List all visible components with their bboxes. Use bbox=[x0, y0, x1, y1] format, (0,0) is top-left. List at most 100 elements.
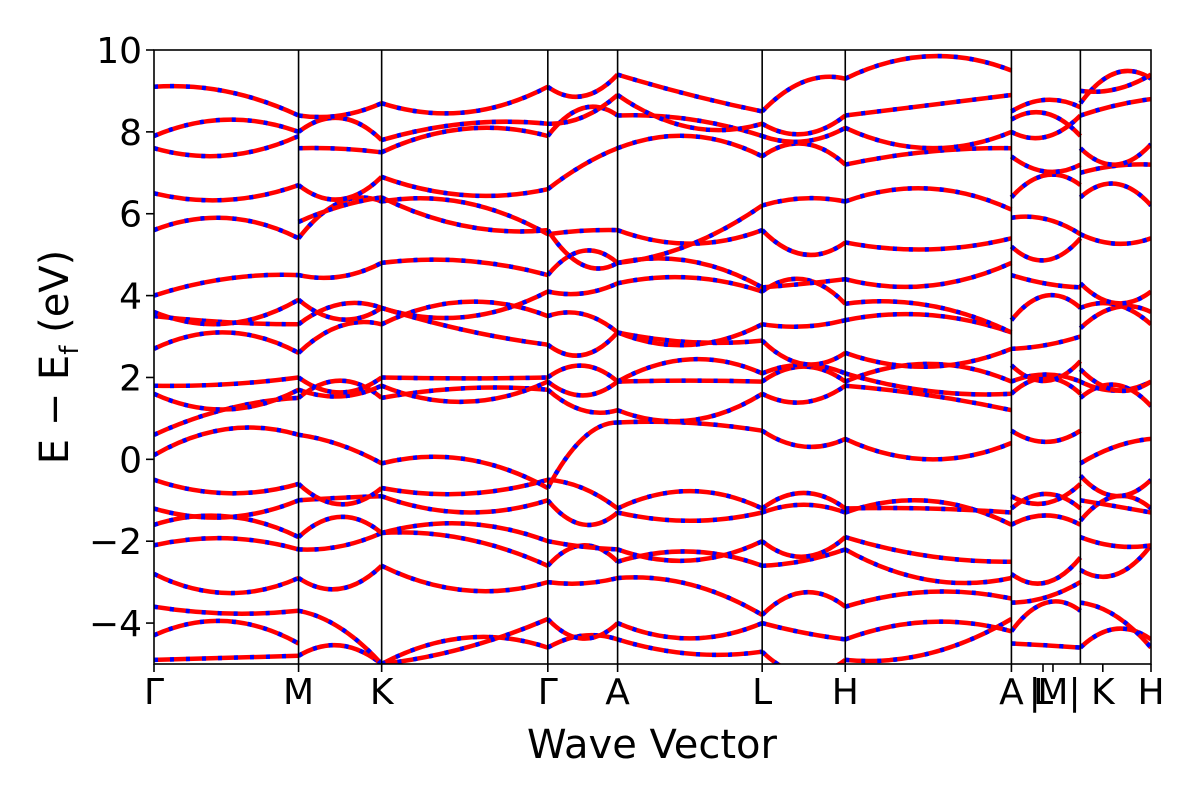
band-line-primary bbox=[154, 133, 300, 159]
x-tick-label: L bbox=[752, 672, 772, 713]
band-line-primary bbox=[1079, 436, 1151, 466]
band-line-primary bbox=[154, 535, 300, 552]
band-line-overlay bbox=[154, 182, 300, 203]
band-line-primary bbox=[1079, 535, 1151, 550]
band-line-overlay bbox=[617, 274, 763, 294]
band-line-overlay bbox=[617, 510, 763, 524]
band-line-overlay bbox=[154, 425, 300, 458]
band-line-overlay bbox=[545, 228, 619, 271]
band-line-primary bbox=[616, 391, 764, 424]
x-axis-ticks: Γ M K Γ A L H A |LM | K H bbox=[144, 664, 1165, 713]
band-line-overlay bbox=[297, 319, 383, 355]
band-line-overlay bbox=[1079, 232, 1151, 247]
band-line-overlay bbox=[381, 195, 549, 237]
band-line-overlay bbox=[381, 454, 549, 490]
band-line-primary bbox=[154, 117, 300, 139]
band-line-overlay bbox=[154, 215, 300, 241]
band-line-overlay bbox=[154, 618, 300, 646]
band-line-overlay bbox=[845, 617, 1013, 664]
band-line-primary bbox=[844, 361, 1013, 384]
band-line-overlay bbox=[547, 93, 620, 126]
band-line-overlay bbox=[297, 115, 384, 142]
band-line-primary bbox=[761, 195, 846, 208]
band-line-overlay bbox=[1079, 162, 1151, 175]
y-tick-label: −2 bbox=[89, 522, 142, 563]
band-line-primary bbox=[297, 383, 383, 399]
y-tick-label: −4 bbox=[89, 604, 142, 645]
band-line-overlay bbox=[1079, 543, 1151, 580]
x-tick-label: L bbox=[1033, 672, 1053, 713]
band-line-overlay bbox=[381, 530, 549, 568]
band-line-primary bbox=[546, 248, 620, 277]
band-line-primary bbox=[380, 379, 549, 405]
band-line-primary bbox=[154, 83, 300, 118]
band-line-overlay bbox=[760, 74, 846, 113]
band-line-primary bbox=[154, 182, 300, 203]
band-line-primary bbox=[844, 185, 1013, 212]
y-axis-title-unit: (eV) bbox=[32, 250, 78, 346]
x-tick-label: | bbox=[1029, 672, 1041, 713]
band-line-primary bbox=[1009, 172, 1082, 199]
band-line-overlay bbox=[154, 375, 299, 389]
band-line-overlay bbox=[297, 482, 384, 507]
band-line-primary bbox=[154, 618, 300, 646]
band-line-primary bbox=[380, 174, 549, 199]
band-line-overlay bbox=[154, 387, 300, 412]
band-line-primary bbox=[616, 227, 763, 246]
band-line-overlay bbox=[1009, 491, 1082, 511]
band-line-primary bbox=[844, 145, 1012, 167]
band-line-overlay bbox=[844, 260, 1013, 290]
band-line-overlay bbox=[1010, 372, 1082, 384]
band-line-primary bbox=[1078, 142, 1151, 167]
band-line-overlay bbox=[616, 539, 764, 564]
band-line-primary bbox=[617, 378, 763, 384]
band-line-overlay bbox=[381, 477, 549, 497]
band-line-overlay bbox=[547, 281, 619, 297]
band-line-overlay bbox=[546, 632, 619, 650]
band-line-primary bbox=[1079, 232, 1151, 247]
band-line-primary bbox=[154, 571, 300, 596]
band-line-overlay bbox=[547, 477, 619, 511]
band-line-overlay bbox=[617, 378, 763, 384]
x-tick-label: A bbox=[999, 672, 1024, 713]
band-line-overlay bbox=[154, 571, 300, 596]
band-line-overlay bbox=[616, 621, 764, 641]
band-line-primary bbox=[298, 145, 382, 155]
band-line-overlay bbox=[760, 141, 847, 167]
band-line-primary bbox=[154, 604, 299, 616]
band-line-primary bbox=[1009, 359, 1083, 384]
y-axis-title-main: E − E bbox=[32, 355, 78, 465]
band-line-overlay bbox=[760, 276, 847, 306]
band-line-primary bbox=[1078, 626, 1151, 650]
band-line-primary bbox=[297, 375, 383, 395]
band-line-overlay bbox=[1010, 272, 1081, 290]
band-line-primary bbox=[1078, 367, 1151, 394]
band-line-primary bbox=[1078, 474, 1151, 499]
band-line-primary bbox=[546, 363, 620, 384]
band-line-primary bbox=[844, 436, 1013, 462]
band-line-primary bbox=[154, 387, 300, 412]
band-line-overlay bbox=[154, 477, 300, 496]
band-line-overlay bbox=[845, 505, 1012, 515]
band-line-overlay bbox=[844, 236, 1012, 252]
band-line-primary bbox=[1079, 543, 1151, 580]
band-line-primary bbox=[297, 195, 382, 224]
band-line-primary bbox=[760, 428, 847, 450]
band-line-overlay bbox=[546, 363, 620, 384]
band-line-overlay bbox=[760, 338, 847, 367]
x-tick-label: K bbox=[370, 672, 395, 713]
band-line-primary bbox=[154, 215, 300, 241]
band-line-overlay bbox=[154, 604, 299, 616]
band-line-overlay bbox=[617, 203, 764, 266]
plot-frame bbox=[153, 49, 1152, 665]
band-line-overlay bbox=[1011, 641, 1081, 650]
band-line-overlay bbox=[154, 513, 300, 540]
band-line-primary bbox=[844, 125, 1013, 151]
y-axis-title: E − Ef (eV) bbox=[32, 250, 85, 465]
y-tick-label: 0 bbox=[119, 440, 142, 481]
band-line-primary bbox=[762, 276, 846, 290]
band-line-overlay bbox=[154, 330, 300, 355]
band-line-primary bbox=[844, 547, 1012, 586]
band-line-primary bbox=[760, 650, 847, 664]
